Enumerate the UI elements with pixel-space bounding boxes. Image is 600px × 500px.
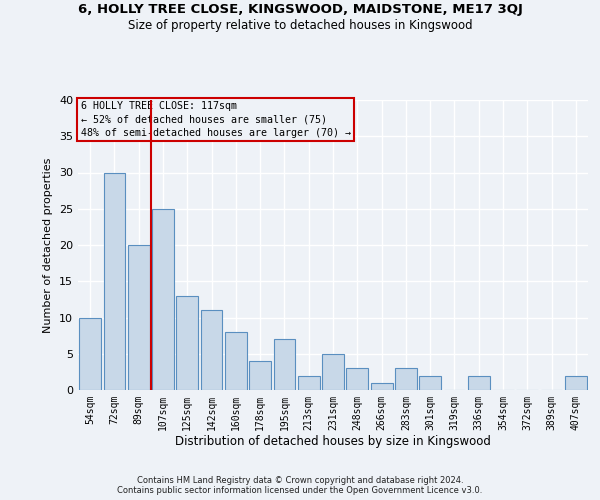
- Bar: [274, 339, 295, 390]
- Bar: [176, 296, 198, 390]
- Bar: [346, 368, 368, 390]
- Bar: [298, 376, 320, 390]
- Bar: [225, 332, 247, 390]
- Bar: [249, 361, 271, 390]
- Text: Size of property relative to detached houses in Kingswood: Size of property relative to detached ho…: [128, 18, 472, 32]
- Bar: [371, 383, 392, 390]
- Bar: [152, 209, 174, 390]
- Text: 6 HOLLY TREE CLOSE: 117sqm
← 52% of detached houses are smaller (75)
48% of semi: 6 HOLLY TREE CLOSE: 117sqm ← 52% of deta…: [80, 102, 350, 138]
- Text: Distribution of detached houses by size in Kingswood: Distribution of detached houses by size …: [175, 435, 491, 448]
- Bar: [565, 376, 587, 390]
- Bar: [322, 354, 344, 390]
- Y-axis label: Number of detached properties: Number of detached properties: [43, 158, 53, 332]
- Bar: [468, 376, 490, 390]
- Bar: [104, 172, 125, 390]
- Text: Contains HM Land Registry data © Crown copyright and database right 2024.
Contai: Contains HM Land Registry data © Crown c…: [118, 476, 482, 495]
- Bar: [128, 245, 149, 390]
- Bar: [395, 368, 417, 390]
- Bar: [419, 376, 441, 390]
- Text: 6, HOLLY TREE CLOSE, KINGSWOOD, MAIDSTONE, ME17 3QJ: 6, HOLLY TREE CLOSE, KINGSWOOD, MAIDSTON…: [77, 2, 523, 16]
- Bar: [200, 310, 223, 390]
- Bar: [79, 318, 101, 390]
